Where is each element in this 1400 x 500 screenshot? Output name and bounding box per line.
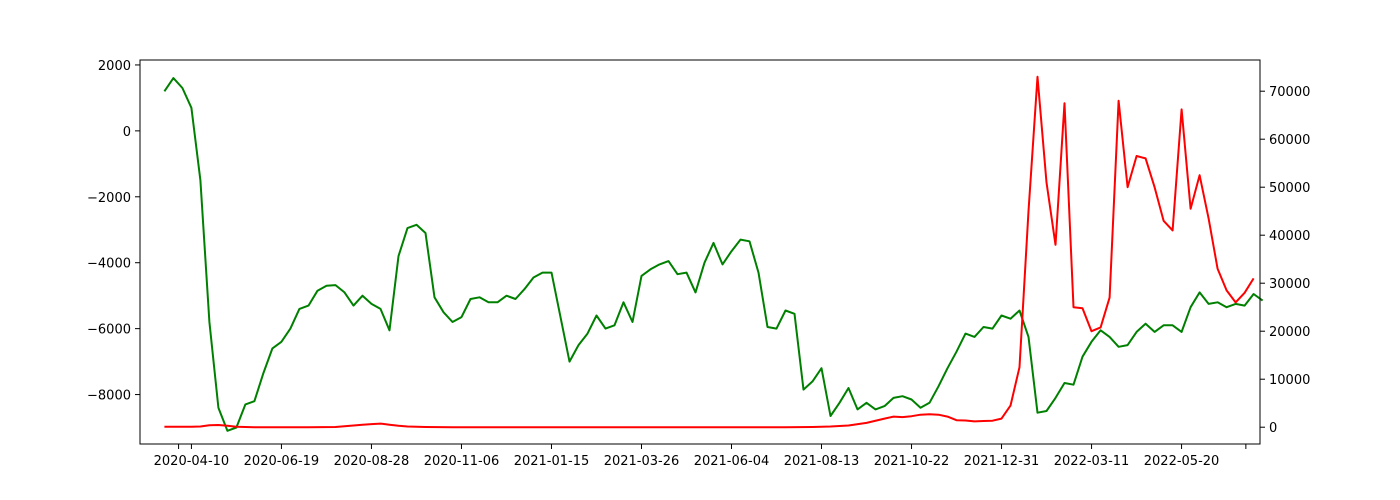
right-y-tick-label: 0 <box>1269 421 1277 436</box>
right-y-tick-label: 10000 <box>1269 373 1310 388</box>
x-tick-label: 2020-11-06 <box>424 454 500 469</box>
series-line-green-left-axis <box>163 77 1264 432</box>
left-y-tick-label: −8000 <box>87 389 131 404</box>
x-tick-label: 2021-06-04 <box>694 454 770 469</box>
left-y-tick-label: −4000 <box>87 257 131 272</box>
x-tick-label: 2020-04-10 <box>154 454 230 469</box>
right-y-tick-label: 20000 <box>1269 325 1310 340</box>
right-y-tick-label: 70000 <box>1269 85 1310 100</box>
x-tick-label: 2020-06-19 <box>244 454 320 469</box>
series-line-red-right-axis <box>164 75 1255 429</box>
y-axis-right: 70000 60000 50000 40000 30000 20000 10000 0 <box>1260 85 1310 436</box>
x-tick-label: 2021-08-13 <box>784 454 860 469</box>
x-tick-label: 2021-12-31 <box>964 454 1040 469</box>
x-tick-label: 2021-03-26 <box>604 454 680 469</box>
x-tick-label: 2020-08-28 <box>334 454 410 469</box>
left-y-tick-label: 0 <box>123 125 131 140</box>
x-tick-label: 2021-01-15 <box>514 454 590 469</box>
right-y-tick-label: 40000 <box>1269 229 1310 244</box>
left-y-tick-label: 2000 <box>98 59 131 74</box>
right-y-tick-label: 50000 <box>1269 181 1310 196</box>
plot-frame <box>139 59 1261 445</box>
left-y-tick-label: −6000 <box>87 323 131 338</box>
right-y-tick-label: 30000 <box>1269 277 1310 292</box>
series-layer <box>163 75 1264 432</box>
y-axis-left: 2000 0 −2000 −4000 −6000 −8000 <box>87 59 140 404</box>
x-axis: 2020-04-10 2020-06-19 2020-08-28 2020-11-06… <box>154 444 1247 469</box>
x-tick-label: 2021-10-22 <box>874 454 950 469</box>
left-y-tick-label: −2000 <box>87 191 131 206</box>
right-y-tick-label: 60000 <box>1269 133 1310 148</box>
x-tick-label: 2022-05-20 <box>1144 454 1220 469</box>
x-tick-label: 2022-03-11 <box>1054 454 1130 469</box>
